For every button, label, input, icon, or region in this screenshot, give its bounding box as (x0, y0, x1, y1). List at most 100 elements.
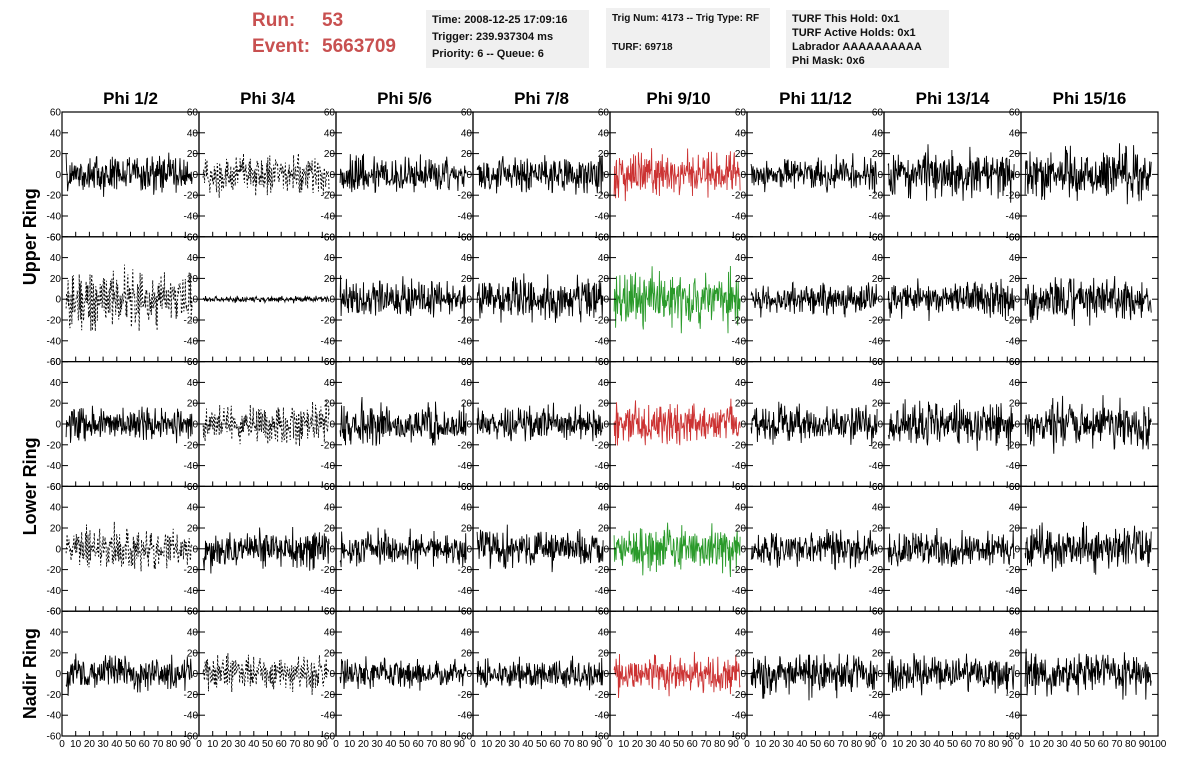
ytick-label-r2-c2-5: 40 (187, 253, 199, 264)
ytick-label-r2-c5-4: 20 (598, 274, 610, 285)
ytick-label-r1-c2-5: 40 (187, 128, 199, 139)
xtick-label-c7-0: 0 (881, 739, 887, 750)
ytick-label-r4-c8-4: 20 (1009, 524, 1021, 535)
waveform-r2-c3 (339, 275, 467, 323)
ytick-label-r2-c2-2: -20 (184, 316, 199, 327)
column-header-3: Phi 5/6 (377, 89, 432, 108)
xtick-label-c6-5: 50 (810, 739, 822, 750)
turf-active-holds-text: TURF Active Holds: 0x1 (792, 27, 916, 39)
xtick-label-c5-4: 40 (659, 739, 671, 750)
waveform-r1-c1 (65, 152, 193, 197)
ytick-label-r5-c7-5: 40 (872, 628, 884, 639)
xtick-label-c7-2: 20 (906, 739, 918, 750)
waveform-r5-c7 (887, 653, 1015, 696)
ytick-label-r5-c8-1: -40 (1006, 711, 1021, 722)
ytick-label-r4-c8-3: 0 (1014, 544, 1020, 555)
ytick-label-r1-c7-2: -20 (869, 191, 884, 202)
ytick-label-r5-c3-5: 40 (324, 628, 336, 639)
ytick-label-r3-c5-4: 20 (598, 399, 610, 410)
ytick-label-r3-c8-0: -60 (1006, 482, 1021, 493)
ytick-label-r2-c7-3: 0 (877, 295, 883, 306)
column-header-1: Phi 1/2 (103, 89, 158, 108)
waveform-r1-c6 (750, 153, 878, 194)
ytick-label-r3-c4-4: 20 (461, 399, 473, 410)
ytick-label-r1-c1-0: -60 (47, 232, 62, 243)
ytick-label-r3-c1-4: 20 (50, 399, 62, 410)
ytick-label-r2-c4-2: -20 (458, 316, 473, 327)
ytick-label-r4-c8-2: -20 (1006, 565, 1021, 576)
ytick-label-r5-c6-3: 0 (740, 669, 746, 680)
ytick-label-r4-c5-2: -20 (595, 565, 610, 576)
ytick-label-r3-c3-0: -60 (321, 482, 336, 493)
xtick-label-c3-6: 60 (413, 739, 425, 750)
xtick-label-c7-9: 90 (1002, 739, 1014, 750)
ytick-label-r2-c7-5: 40 (872, 253, 884, 264)
xtick-label-c8-4: 40 (1070, 739, 1082, 750)
xtick-label-c8-3: 30 (1057, 739, 1069, 750)
ytick-label-r2-c8-2: -20 (1006, 316, 1021, 327)
xtick-label-c1-4: 40 (111, 739, 123, 750)
ytick-label-r3-c5-5: 40 (598, 378, 610, 389)
waveform-r5-c3 (339, 656, 467, 691)
ytick-label-r4-c5-3: 0 (603, 544, 609, 555)
xtick-label-c2-8: 80 (303, 739, 315, 750)
ytick-label-r5-c8-5: 40 (1009, 628, 1021, 639)
ytick-label-r1-c4-2: -20 (458, 191, 473, 202)
ytick-label-r5-c3-1: -40 (321, 711, 336, 722)
ytick-label-r1-c7-4: 20 (872, 149, 884, 160)
ytick-label-r2-c6-4: 20 (735, 274, 747, 285)
xtick-label-c3-5: 50 (399, 739, 411, 750)
ytick-label-r2-c5-3: 0 (603, 295, 609, 306)
ytick-label-r5-c7-6: 60 (872, 607, 884, 618)
ytick-label-r4-c4-2: -20 (458, 565, 473, 576)
xtick-label-c4-3: 30 (509, 739, 521, 750)
ytick-label-r4-c5-5: 40 (598, 503, 610, 514)
xtick-label-c7-6: 60 (961, 739, 973, 750)
ytick-label-r2-c3-3: 0 (329, 295, 335, 306)
ytick-label-r3-c6-2: -20 (732, 440, 747, 451)
ytick-label-r1-c8-3: 0 (1014, 170, 1020, 181)
ytick-label-r5-c4-4: 20 (461, 648, 473, 659)
waveform-r4-c7 (887, 527, 1015, 567)
ytick-label-r1-c5-6: 60 (598, 108, 610, 119)
ytick-label-r5-c1-6: 60 (50, 607, 62, 618)
ytick-label-r2-c3-2: -20 (321, 316, 336, 327)
ytick-label-r1-c6-2: -20 (732, 191, 747, 202)
waveform-r3-c5 (613, 398, 741, 446)
ytick-label-r2-c4-5: 40 (461, 253, 473, 264)
ytick-label-r2-c5-5: 40 (598, 253, 610, 264)
xtick-label-c8-8: 80 (1125, 739, 1137, 750)
ytick-label-r1-c2-2: -20 (184, 191, 199, 202)
ytick-label-r1-c2-1: -40 (184, 212, 199, 223)
ytick-label-r4-c1-1: -40 (47, 586, 62, 597)
trig-num-text: Trig Num: 4173 -- Trig Type: RF (612, 13, 760, 24)
ytick-label-r3-c8-6: 60 (1009, 357, 1021, 368)
ytick-label-r5-c5-1: -40 (595, 711, 610, 722)
ytick-label-r3-c7-1: -40 (869, 461, 884, 472)
xtick-label-c7-4: 40 (933, 739, 945, 750)
ytick-label-r3-c4-6: 60 (461, 357, 473, 368)
ytick-label-r3-c6-1: -40 (732, 461, 747, 472)
ytick-label-r1-c2-4: 20 (187, 149, 199, 160)
waveform-r2-c5 (613, 265, 741, 334)
ytick-label-r4-c1-4: 20 (50, 524, 62, 535)
ytick-label-r4-c5-1: -40 (595, 586, 610, 597)
ytick-label-r3-c2-2: -20 (184, 440, 199, 451)
ytick-label-r1-c8-0: -60 (1006, 232, 1021, 243)
xtick-label-c5-7: 70 (700, 739, 712, 750)
ytick-label-r1-c4-0: -60 (458, 232, 473, 243)
ytick-label-r4-c2-6: 60 (187, 482, 199, 493)
ytick-label-r1-c1-6: 60 (50, 108, 62, 119)
ytick-label-r5-c2-0: -60 (184, 732, 199, 743)
xtick-label-c8-5: 50 (1084, 739, 1096, 750)
event-value: 5663709 (322, 36, 396, 57)
xtick-label-c1-5: 50 (125, 739, 137, 750)
waveform-r5-c2 (202, 653, 330, 695)
ytick-label-r2-c4-4: 20 (461, 274, 473, 285)
ytick-label-r4-c3-0: -60 (321, 607, 336, 618)
ytick-label-r1-c3-1: -40 (321, 212, 336, 223)
ytick-label-r1-c1-4: 20 (50, 149, 62, 160)
column-header-4: Phi 7/8 (514, 89, 569, 108)
ytick-label-r1-c5-5: 40 (598, 128, 610, 139)
